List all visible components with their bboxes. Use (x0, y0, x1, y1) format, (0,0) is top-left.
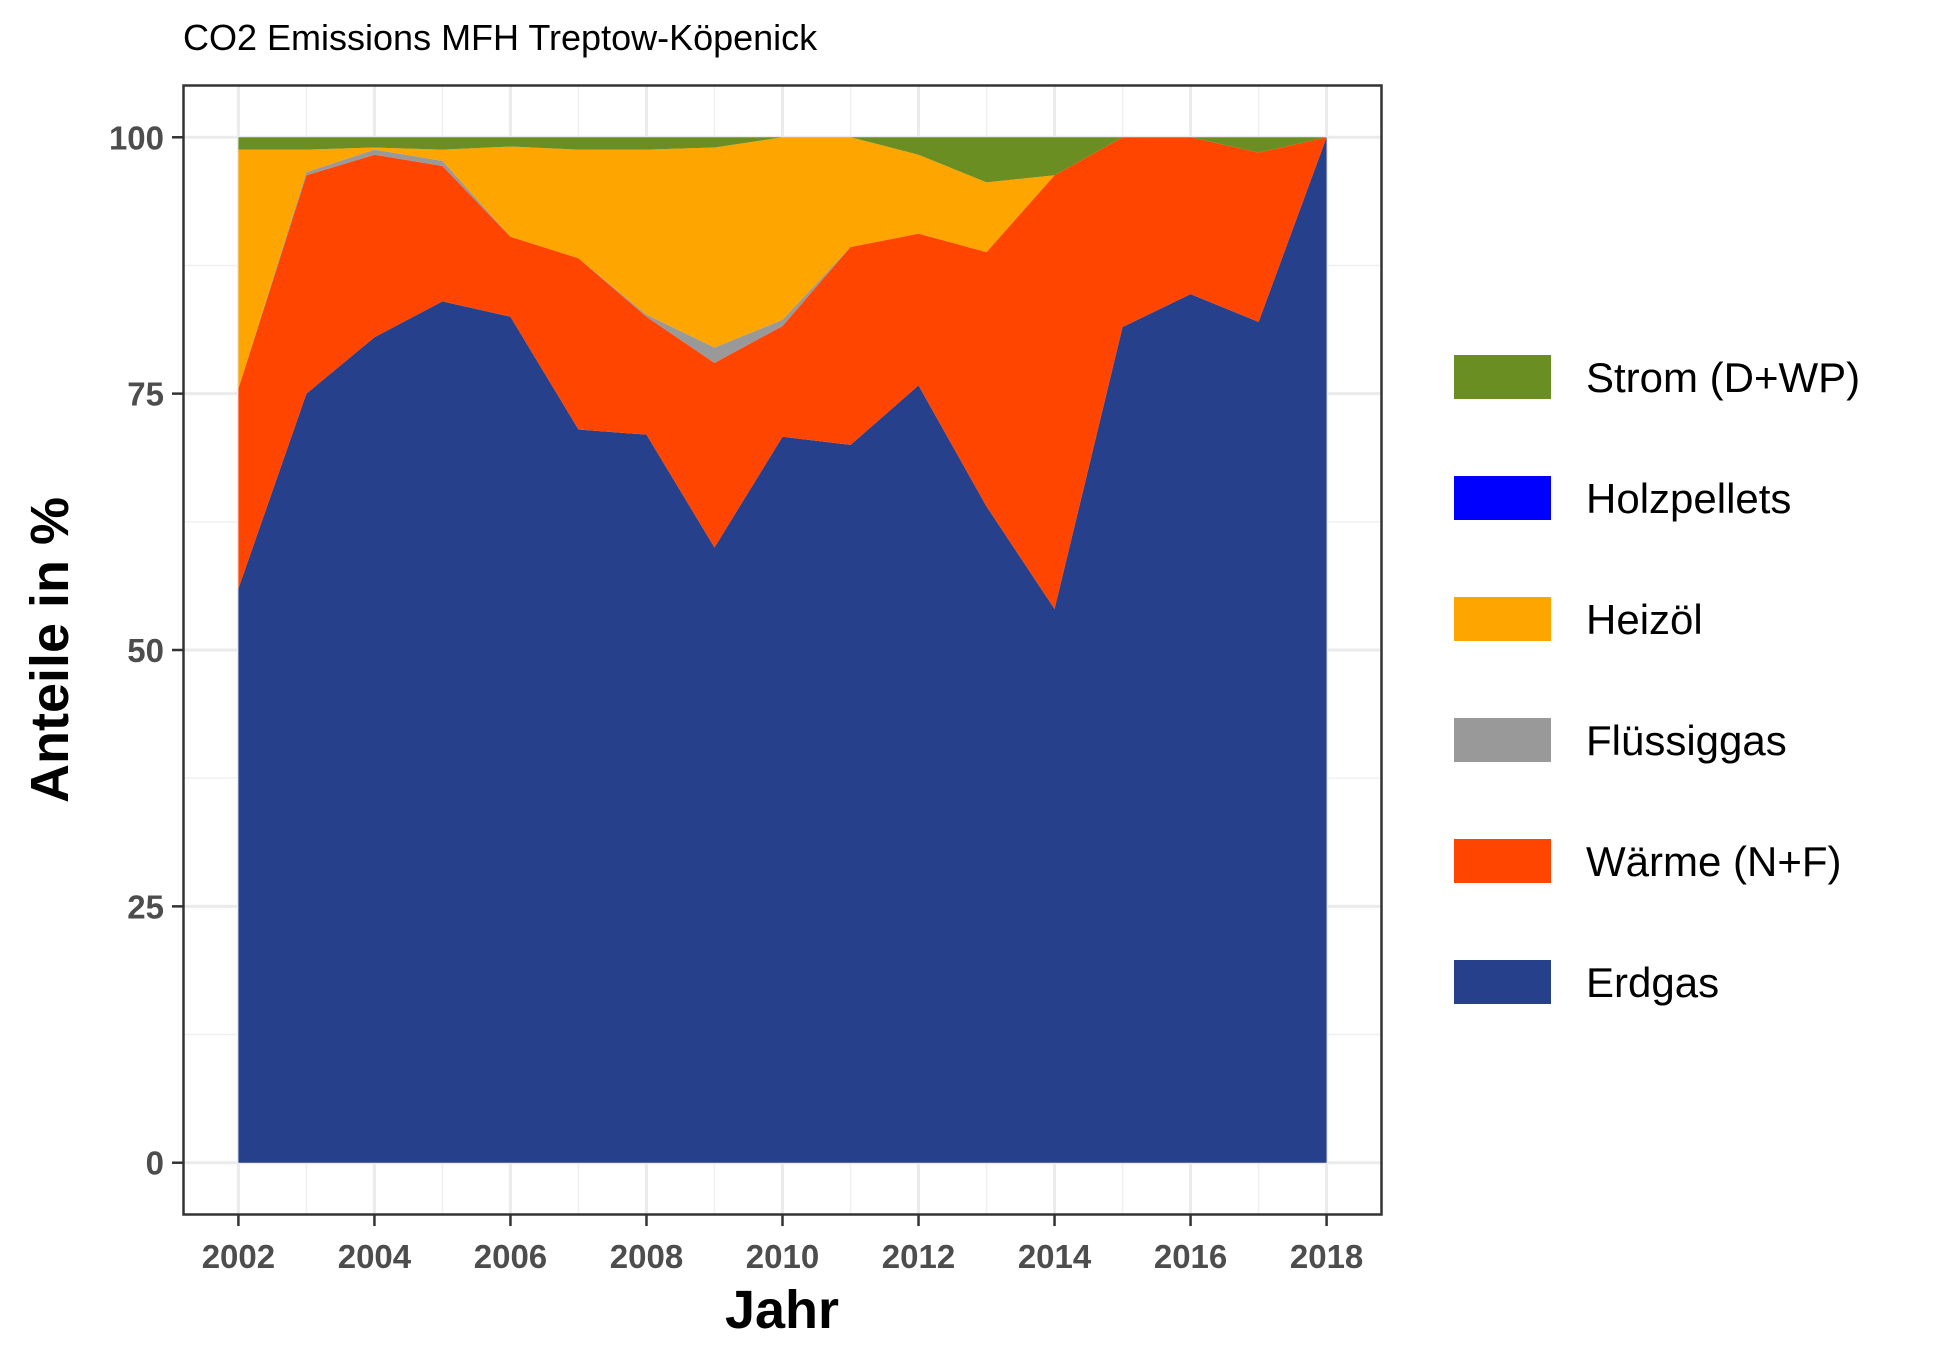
y-tick-label: 0 (146, 1145, 164, 1182)
x-tick-label: 2016 (1154, 1238, 1227, 1275)
legend-label: Flüssiggas (1586, 717, 1787, 764)
area-fl-ssiggas (238, 137, 1327, 389)
area-series (238, 137, 1327, 1163)
legend-swatch (1454, 597, 1551, 641)
legend-label: Erdgas (1586, 959, 1719, 1006)
area-erdgas (238, 137, 1327, 1163)
legend-swatch (1454, 718, 1551, 762)
legend-item-heiz-l: Heizöl (1454, 596, 1703, 643)
x-tick-label: 2012 (882, 1238, 955, 1275)
legend-swatch (1454, 476, 1551, 520)
x-axis-title: Jahr (725, 1280, 839, 1340)
y-tick-label: 100 (109, 119, 164, 156)
legend-item-fl-ssiggas: Flüssiggas (1454, 717, 1787, 764)
area-strom-d-wp (238, 137, 1327, 183)
legend-label: Holzpellets (1586, 475, 1791, 522)
x-tick-label: 2008 (610, 1238, 683, 1275)
y-tick-label: 50 (127, 632, 164, 669)
y-tick-label: 25 (127, 888, 164, 925)
x-axis: 2002 2004 2006 2008 2010 2012 2014 2016 2018 (202, 1214, 1363, 1275)
x-tick-label: 2004 (338, 1238, 412, 1275)
legend-item-strom-d-wp: Strom (D+WP) (1454, 354, 1860, 401)
x-tick-label: 2014 (1018, 1238, 1092, 1275)
legend-label: Strom (D+WP) (1586, 354, 1860, 401)
area-w-rme-n-f (238, 137, 1327, 609)
legend-label: Wärme (N+F) (1586, 838, 1842, 885)
x-tick-label: 2010 (746, 1238, 819, 1275)
legend-item-w-rme-n-f: Wärme (N+F) (1454, 838, 1842, 885)
area-heiz-l (238, 137, 1327, 389)
y-axis-title: Anteile in % (20, 497, 80, 803)
legend-item-holzpellets: Holzpellets (1454, 475, 1791, 522)
legend-item-erdgas: Erdgas (1454, 959, 1719, 1006)
x-tick-label: 2006 (474, 1238, 547, 1275)
y-axis: 0 25 50 75 100 (109, 119, 184, 1182)
x-tick-label: 2018 (1290, 1238, 1363, 1275)
y-tick-label: 75 (127, 376, 164, 413)
chart-title: CO2 Emissions MFH Treptow-Köpenick (183, 17, 818, 58)
legend-label: Heizöl (1586, 596, 1703, 643)
legend-swatch (1454, 355, 1551, 399)
legend: Strom (D+WP) Holzpellets Heizöl Flüssiggas W… (1454, 354, 1860, 1006)
legend-swatch (1454, 960, 1551, 1004)
x-tick-label: 2002 (202, 1238, 275, 1275)
legend-swatch (1454, 839, 1551, 883)
